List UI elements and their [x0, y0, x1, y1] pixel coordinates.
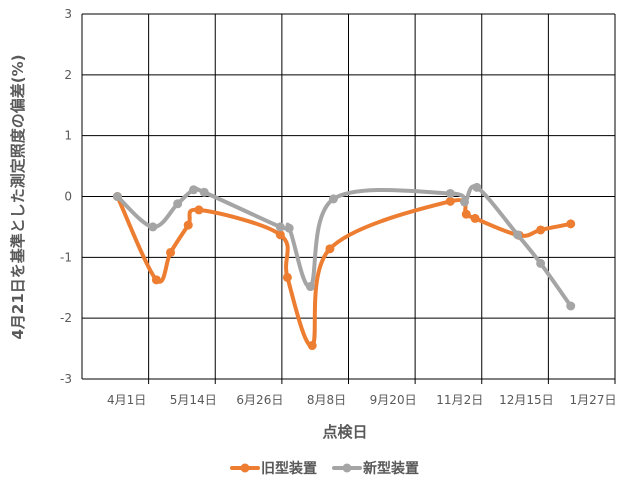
data-point — [566, 219, 576, 229]
legend-swatch-marker — [342, 463, 352, 473]
x-tick-label: 5月14日 — [170, 393, 217, 407]
y-tick-label: -3 — [60, 372, 72, 386]
data-point — [472, 182, 482, 192]
y-axis-title: 4月21日を基準とした測定照度の偏差(%) — [9, 54, 27, 339]
data-point — [284, 223, 294, 233]
data-point — [151, 275, 161, 285]
y-tick-label: 3 — [64, 7, 72, 21]
data-point — [173, 199, 183, 209]
x-tick-label: 1月27日 — [570, 393, 617, 407]
data-point — [166, 247, 176, 257]
data-point — [445, 196, 455, 206]
data-point — [275, 230, 285, 240]
data-point — [307, 341, 317, 351]
x-tick-label: 4月1日 — [107, 393, 146, 407]
data-point — [282, 272, 292, 282]
data-point — [461, 209, 471, 219]
x-tick-label: 12月15日 — [499, 393, 554, 407]
data-point — [183, 220, 193, 230]
y-tick-label: 2 — [64, 68, 72, 82]
legend-label: 旧型装置 — [261, 460, 317, 477]
data-point — [328, 194, 338, 204]
data-point — [536, 258, 546, 268]
data-point — [536, 225, 546, 235]
legend: 旧型装置 新型装置 — [230, 460, 419, 477]
y-tick-label: -2 — [60, 311, 72, 325]
data-point — [459, 197, 469, 207]
gridlines — [82, 13, 616, 380]
legend-swatch-marker — [240, 463, 250, 473]
x-tick-label: 6月26日 — [236, 393, 283, 407]
data-point — [513, 230, 523, 240]
data-point — [275, 222, 285, 232]
x-axis-title: 点検日 — [322, 423, 367, 441]
x-tick-label: 11月2日 — [436, 393, 483, 407]
legend-item-1: 旧型装置 — [230, 460, 317, 477]
data-point — [148, 222, 158, 232]
x-tick-label: 8月8日 — [307, 393, 346, 407]
legend-label: 新型装置 — [363, 460, 419, 477]
y-tick-label: 1 — [64, 129, 72, 143]
series-lines — [112, 182, 576, 351]
data-point — [194, 205, 204, 215]
data-point — [566, 301, 576, 311]
data-point — [199, 187, 209, 197]
y-tick-label: -1 — [60, 250, 72, 264]
data-point — [445, 188, 455, 198]
axes — [81, 14, 616, 384]
series-2 — [112, 182, 576, 311]
x-tick-label: 9月20日 — [370, 393, 417, 407]
data-point — [305, 282, 315, 292]
data-point — [470, 213, 480, 223]
data-point — [112, 192, 122, 201]
y-tick-label: 0 — [64, 190, 72, 204]
series-1 — [112, 192, 576, 351]
tick-labels: 3 2 1 0 -1 -2 -3 4月1日 5月14日 6月26日 8月8日 9月20日 11月2日 12… — [60, 7, 616, 407]
data-point — [189, 185, 199, 195]
series-line — [115, 184, 573, 308]
data-point — [325, 244, 335, 254]
legend-item-2: 新型装置 — [332, 460, 419, 477]
